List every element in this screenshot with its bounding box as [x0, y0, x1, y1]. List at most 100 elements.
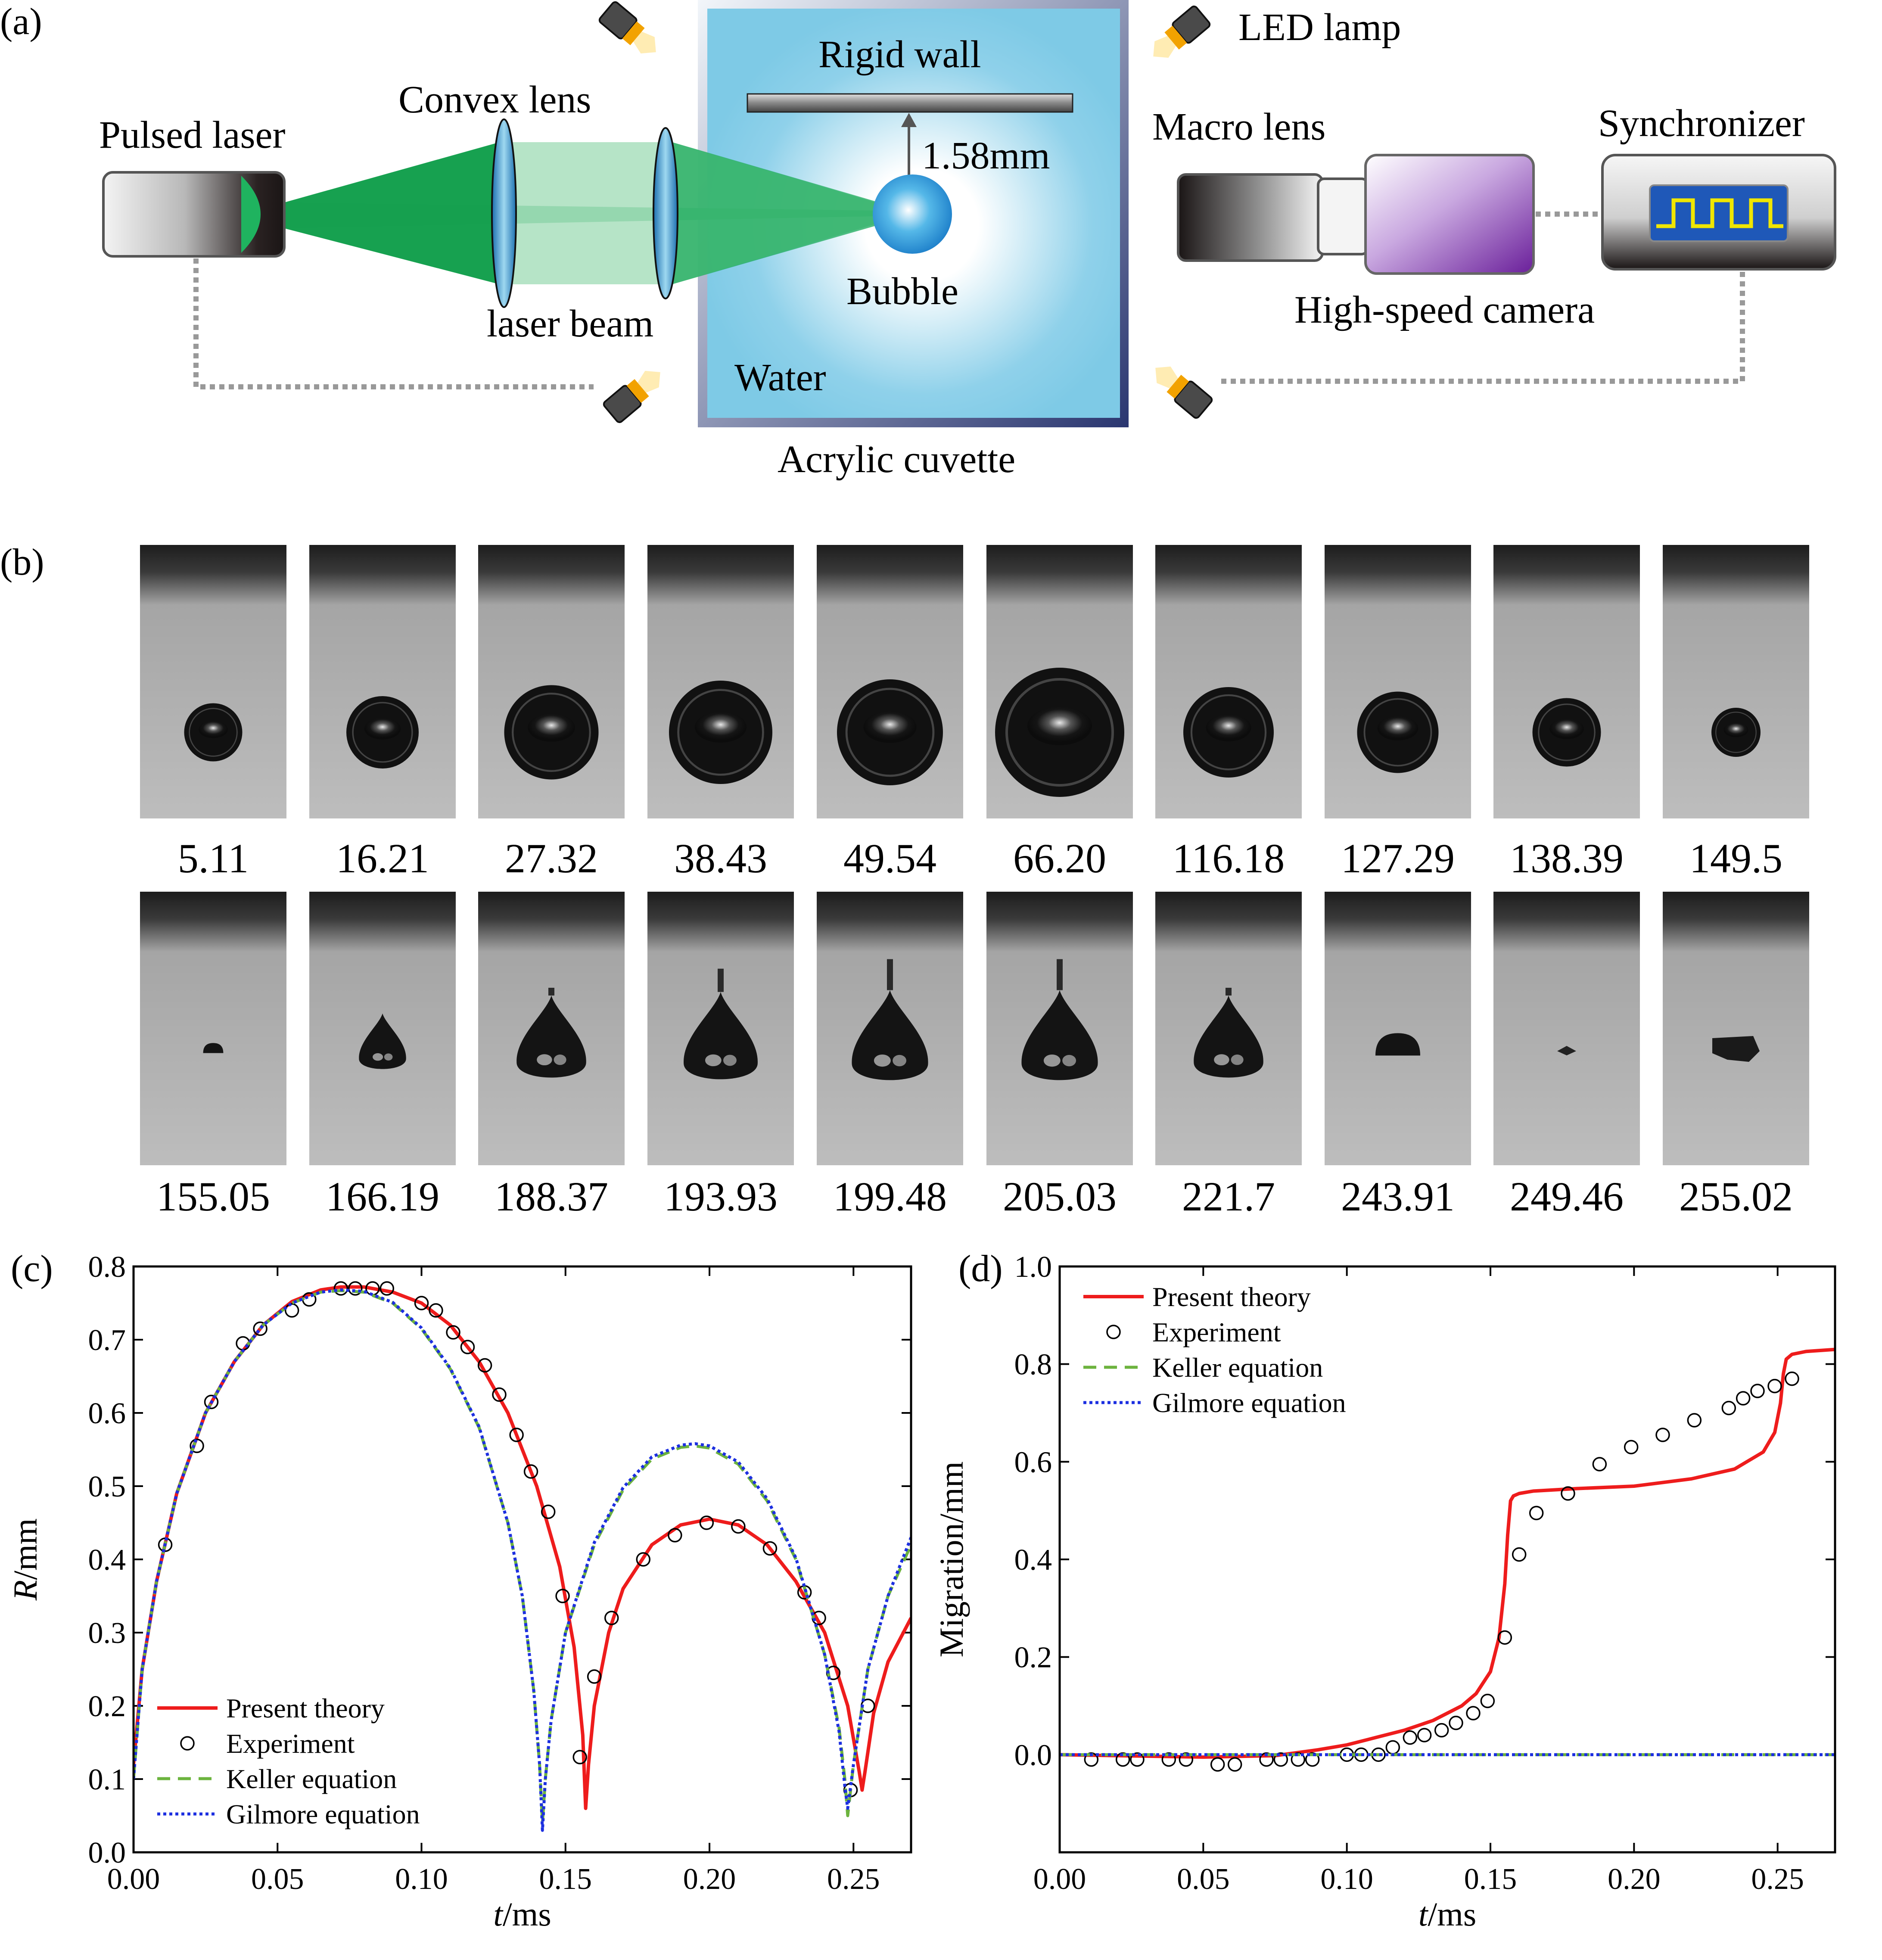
- bubble-frame: [478, 545, 625, 818]
- led-lamp-icon-bottom-left: [603, 370, 660, 423]
- frame-time-label: 66.20: [1013, 835, 1106, 881]
- experiment-marker: [541, 1504, 556, 1519]
- bubble-frame: [647, 892, 794, 1165]
- experiment-marker: [587, 1669, 602, 1684]
- x-tick-label: 0.20: [1608, 1863, 1661, 1896]
- experiment-marker: [1179, 1752, 1194, 1767]
- x-tick-label: 0.25: [1751, 1863, 1804, 1896]
- synchronizer-label: Synchronizer: [1598, 102, 1805, 145]
- y-tick-label: 0.8: [1014, 1348, 1052, 1381]
- frame-time-label: 149.5: [1689, 835, 1782, 881]
- legend-label: Keller equation: [1152, 1352, 1323, 1383]
- experiment-marker: [380, 1281, 395, 1296]
- convex-lens-label: Convex lens: [398, 78, 591, 121]
- legend-marker: [180, 1736, 195, 1751]
- experiment-marker: [190, 1438, 204, 1453]
- experiment-marker: [414, 1296, 429, 1310]
- experiment-marker: [1449, 1715, 1463, 1730]
- bubble-icon: [873, 174, 952, 254]
- frame-time-label: 138.39: [1510, 835, 1624, 881]
- x-tick-label: 0.10: [1320, 1863, 1373, 1896]
- experiment-marker: [1084, 1752, 1099, 1767]
- distance-label: 1.58mm: [922, 134, 1050, 177]
- experiment-marker: [460, 1340, 475, 1354]
- pulsed-laser-label: Pulsed laser: [99, 114, 286, 156]
- experiment-marker: [1750, 1384, 1765, 1398]
- frame-time-label: 205.03: [1003, 1173, 1117, 1220]
- synchronizer-screen: [1649, 184, 1789, 242]
- experiment-marker: [1291, 1752, 1306, 1767]
- chart-d-migration: 0.00 0.05 0.10 0.15 0.20 0.25 0.0 0.2 0.4 0.6 0.8 1…: [935, 1251, 1836, 1933]
- y-tick-label: 0.2: [88, 1690, 126, 1723]
- y-tick-label: 0.6: [1014, 1446, 1052, 1479]
- experiment-marker: [762, 1541, 778, 1556]
- bubble-frame: [647, 545, 794, 818]
- panel-d-label: (d): [958, 1248, 1003, 1290]
- present-theory-line: [134, 1285, 911, 1810]
- experiment-marker: [1130, 1752, 1145, 1767]
- frame-time-label: 49.54: [843, 835, 936, 881]
- experiment-marker: [1259, 1752, 1274, 1767]
- panel-c-label: (c): [11, 1248, 53, 1290]
- y-tick-label: 0.6: [88, 1397, 126, 1430]
- led-lamp-icon-top-left: [598, 1, 656, 54]
- legend-label: Present theory: [226, 1693, 385, 1724]
- experiment-marker: [572, 1750, 587, 1764]
- legend-label: Present theory: [1152, 1282, 1311, 1312]
- x-axis-label: t/ms: [493, 1895, 551, 1933]
- bubble-frame: [1663, 892, 1809, 1165]
- experiment-marker: [523, 1464, 538, 1479]
- experiment-marker: [1273, 1752, 1288, 1767]
- experiment-marker: [1466, 1706, 1481, 1720]
- experiment-marker: [1210, 1757, 1225, 1772]
- water-label: Water: [734, 356, 826, 399]
- bubble-frame: [1493, 892, 1640, 1165]
- bubble-label: Bubble: [846, 270, 958, 313]
- laser-beam-label: laser beam: [487, 302, 654, 345]
- frame-time-label: 127.29: [1341, 835, 1455, 881]
- y-tick-label: 0.2: [1014, 1641, 1052, 1674]
- chart-c-radius: 0.00 0.05 0.10 0.15 0.20 0.25 0.0 0.1 0.2 0.3 0.4 0…: [6, 1251, 912, 1933]
- experiment-marker: [1655, 1428, 1670, 1442]
- frame-time-label: 27.32: [505, 835, 598, 881]
- cuvette-label: Acrylic cuvette: [778, 438, 1016, 481]
- frame-time-label: 155.05: [156, 1173, 270, 1220]
- legend-label: Gilmore equation: [226, 1799, 420, 1829]
- panel-b-label: (b): [0, 541, 44, 583]
- experiment-marker: [1480, 1693, 1495, 1708]
- x-tick-label: 0.15: [1464, 1863, 1517, 1896]
- y-axis-label: Migration/mm: [935, 1462, 970, 1658]
- experiment-marker: [1497, 1630, 1512, 1645]
- experiment-marker: [1115, 1752, 1130, 1767]
- laser-aperture: [241, 176, 261, 253]
- bubble-frame: [140, 545, 286, 818]
- experiment-marker: [429, 1303, 443, 1318]
- bubble-frame: [986, 892, 1133, 1165]
- x-tick-label: 0.05: [251, 1863, 304, 1896]
- bubble-frame: [478, 892, 625, 1165]
- x-tick-label: 0.10: [395, 1863, 448, 1896]
- frame-time-label: 166.19: [326, 1173, 439, 1220]
- experiment-marker: [333, 1281, 348, 1296]
- experiment-marker: [1529, 1506, 1544, 1521]
- legend-marker: [1106, 1325, 1121, 1339]
- experiment-marker: [204, 1394, 219, 1409]
- led-lamp-label: LED lamp: [1238, 6, 1401, 49]
- frame-time-label: 16.21: [336, 835, 429, 881]
- cable-sync: [1221, 271, 1745, 384]
- frame-time-label: 255.02: [1679, 1173, 1793, 1220]
- experiment-marker: [477, 1358, 492, 1373]
- experiment-marker: [731, 1519, 746, 1534]
- experiment-marker: [699, 1515, 714, 1530]
- experiment-marker: [555, 1589, 570, 1603]
- setup-diagram: [102, 0, 1836, 427]
- experiment-marker: [1434, 1723, 1449, 1738]
- legend-label: Keller equation: [226, 1764, 397, 1794]
- lens-mount: [1317, 177, 1369, 255]
- experiment-marker: [1385, 1740, 1400, 1755]
- y-tick-label: 0.0: [1014, 1739, 1052, 1772]
- frame-time-label: 199.48: [833, 1173, 947, 1220]
- experiment-marker: [1305, 1752, 1320, 1767]
- panel-a-label: (a): [0, 1, 42, 43]
- experiment-marker: [1227, 1757, 1242, 1772]
